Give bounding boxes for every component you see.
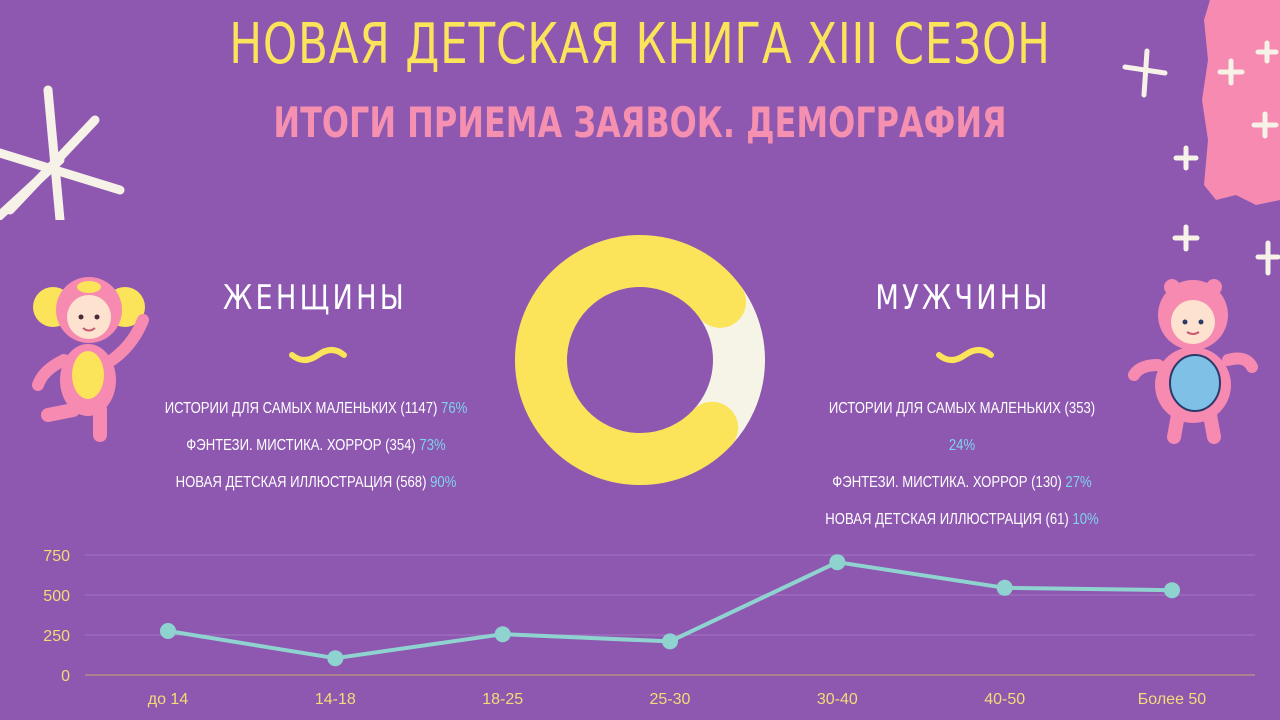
yellow-squiggle-right (936, 347, 994, 363)
x-tick-label: 40-50 (984, 691, 1025, 708)
y-tick-label: 750 (43, 548, 70, 565)
women-stat-3: НОВАЯ ДЕТСКАЯ ИЛЛЮСТРАЦИЯ (568) 90% (175, 474, 457, 491)
data-point (996, 579, 1013, 596)
y-tick-label: 500 (43, 588, 70, 605)
page-subtitle: ИТОГИ ПРИЕМА ЗАЯВОК. ДЕМОГРАФИЯ (273, 98, 1007, 147)
page-title: НОВАЯ ДЕТСКАЯ КНИГА XIII СЕЗОН (229, 12, 1051, 77)
women-heading: ЖЕНЩИНЫ (223, 278, 407, 318)
star-burst-decoration (0, 85, 125, 220)
y-tick-label: 250 (43, 628, 70, 645)
age-line-chart: 0 250 500 750 до 14 14-18 18-25 25-30 30-40 40-50… (43, 548, 1255, 708)
women-stat-1: ИСТОРИИ ДЛЯ САМЫХ МАЛЕНЬКИХ (1147) 76% (164, 400, 468, 417)
data-point (662, 633, 678, 650)
x-tick-label: до 14 (148, 691, 189, 708)
boy-turtle-costume-illustration (1128, 279, 1258, 444)
data-point (160, 623, 176, 639)
data-point (1164, 582, 1180, 599)
women-stat-2: ФЭНТЕЗИ. МИСТИКА. ХОРРОР (354) 73% (186, 437, 446, 454)
x-tick-label: 30-40 (817, 691, 858, 708)
men-stat-2: ФЭНТЕЗИ. МИСТИКА. ХОРРОР (130) 27% (832, 474, 1092, 491)
data-point (494, 626, 511, 643)
x-tick-label: 18-25 (482, 691, 523, 708)
x-tick-label: 14-18 (315, 691, 356, 708)
gender-donut-chart (515, 235, 765, 485)
donut-slice-1 (515, 235, 747, 485)
men-stat-1-label: ИСТОРИИ ДЛЯ САМЫХ МАЛЕНЬКИХ (353) (828, 400, 1096, 417)
data-point (327, 650, 344, 667)
y-tick-label: 0 (61, 668, 70, 685)
x-tick-label: Более 50 (1138, 691, 1207, 708)
men-heading: МУЖЧИНЫ (875, 278, 1051, 318)
men-stat-1-pct: 24% (948, 437, 976, 454)
girl-monkey-costume-illustration (32, 277, 149, 442)
x-tick-label: 25-30 (650, 691, 691, 708)
pink-brush-decoration (1202, 0, 1280, 205)
men-stat-3: НОВАЯ ДЕТСКАЯ ИЛЛЮСТРАЦИЯ (61) 10% (825, 511, 1099, 528)
data-point (829, 554, 846, 571)
yellow-squiggle-left (289, 347, 347, 363)
sparkles-decoration (1122, 48, 1280, 276)
